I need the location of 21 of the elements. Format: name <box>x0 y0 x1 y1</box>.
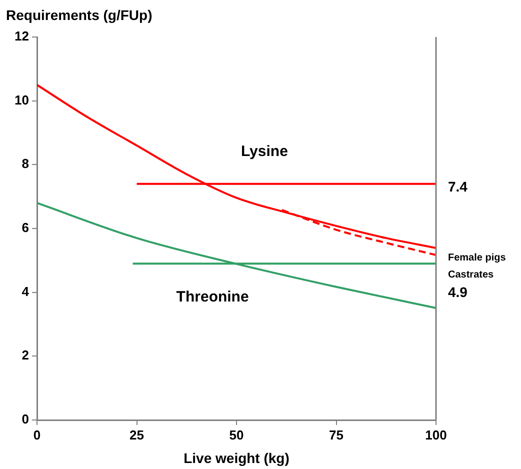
x-tick-label: 100 <box>425 427 447 442</box>
x-axis-title: Live weight (kg) <box>184 450 290 466</box>
x-tick-label: 25 <box>130 427 144 442</box>
y-tick-label: 6 <box>22 220 29 236</box>
y-tick-label: 0 <box>22 412 29 427</box>
x-tick-label: 75 <box>329 427 344 442</box>
data-label: 4.9 <box>448 284 468 300</box>
y-axis-title: Requirements (g/FUp) <box>6 6 152 23</box>
y-tick-label: 2 <box>22 348 29 363</box>
annotation: Threonine <box>176 288 249 306</box>
series-label: Female pigs <box>448 252 506 264</box>
line-series <box>37 202 436 309</box>
y-tick-label: 8 <box>22 156 29 172</box>
x-tick-label: 50 <box>229 427 244 442</box>
x-tick-label: 0 <box>33 427 41 442</box>
series-label: Castrates <box>448 270 494 281</box>
annotation: Lysine <box>240 143 288 160</box>
y-tick-label: 12 <box>14 28 29 44</box>
y-tick-label: 10 <box>14 92 29 108</box>
y-tick-label: 4 <box>22 284 30 299</box>
data-label: 7.4 <box>448 178 468 195</box>
